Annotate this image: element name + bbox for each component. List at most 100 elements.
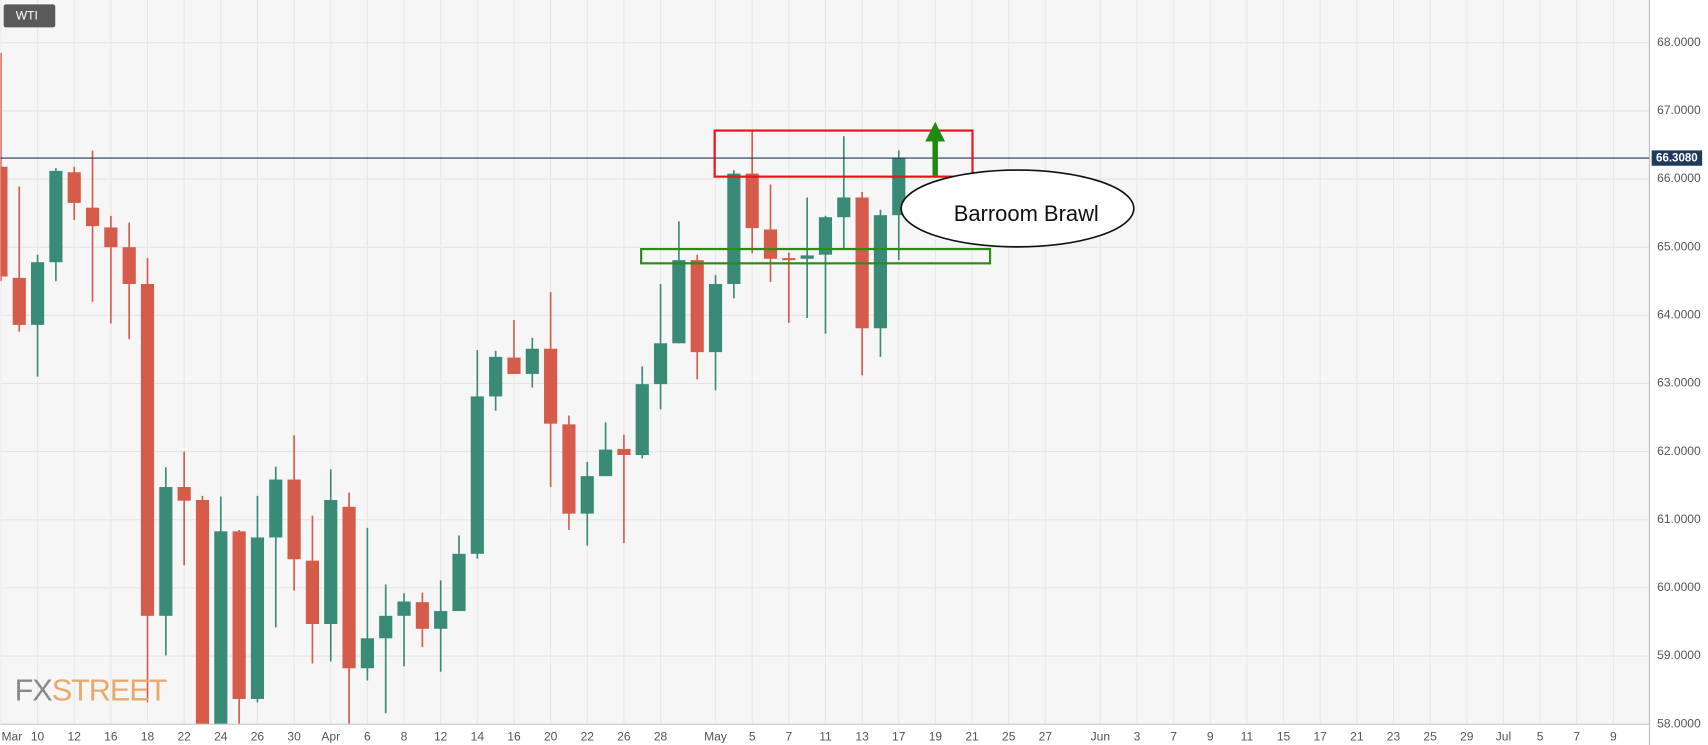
x-tick-label: 12 [434,730,448,744]
candle-body [782,258,796,261]
candle-body [873,215,888,329]
candle-body [12,277,26,325]
y-tick-label: 64.0000 [1657,308,1701,322]
x-tick-label: 23 [1387,730,1401,744]
candle-body [763,229,778,259]
candle-body [269,479,283,538]
brand-fx: FX [15,672,53,707]
x-tick-label: 17 [1313,730,1327,744]
x-tick-label: 11 [1241,730,1254,744]
candle-body [342,506,356,669]
candle-body [562,424,576,514]
candle-body [360,638,374,669]
x-tick-label: Mar [1,730,22,744]
candle-body [672,260,686,344]
price-tag-label: 66.3080 [1656,153,1698,165]
candle-body [580,476,594,514]
y-tick-label: 63.0000 [1657,376,1701,390]
x-tick-label: 5 [1537,730,1544,744]
candles [0,53,1650,725]
candle-body [250,537,265,699]
candle-body [818,217,833,255]
candle-body [122,247,136,284]
x-tick-label: Jul [1496,730,1511,744]
y-tick-label: 62.0000 [1657,444,1701,458]
candle-body [434,611,448,629]
annotation-ellipse [900,169,1135,248]
x-tick-label: 9 [1207,730,1214,744]
price-tag [1651,150,1703,166]
y-tick-label: 61.0000 [1657,512,1701,526]
x-tick-label: 29 [1460,730,1474,744]
x-tick-label: 17 [892,730,906,744]
candle-body [727,173,741,284]
x-tick-label: 22 [177,730,191,744]
x-tick-label: 27 [1039,730,1053,744]
candle-body [379,615,393,639]
x-tick-label: 11 [819,730,832,744]
candle-body [745,173,759,229]
candle-body [690,260,704,353]
x-tick-label: 14 [471,730,485,744]
x-tick-label: 30 [287,730,301,744]
candle-body [892,157,906,216]
x-tick-label: 24 [214,730,228,744]
y-tick-label: 68.0000 [1657,35,1701,49]
x-tick-label: 15 [1277,730,1291,744]
x-tick-label: Jun [1091,730,1110,744]
x-tick-label: 7 [1573,730,1580,744]
x-tick-label: 25 [1423,730,1437,744]
candle-body [85,207,100,227]
candle-body [104,227,118,248]
candle-body [800,255,814,259]
x-tick-label: 16 [104,730,118,744]
axis-labels: 58.0000 59.0000 60.0000 61.0000 62.0000 63.00… [1,35,1703,744]
x-tick-label: May [704,730,727,744]
x-tick-label: 25 [1002,730,1016,744]
y-tick-label: 60.0000 [1657,580,1701,594]
x-tick-label: 13 [855,730,869,744]
candle-body [415,602,429,629]
x-tick-label: 26 [251,730,265,744]
x-tick-label: 12 [68,730,82,744]
x-tick-label: 21 [1350,730,1364,744]
arrow-head [925,121,946,142]
brand-street: STREET [52,672,168,707]
y-tick-label: 67.0000 [1657,103,1701,117]
candle-body [0,166,8,277]
x-tick-label: 10 [31,730,45,744]
candle-body [617,448,631,456]
x-tick-label: 21 [965,730,979,744]
candle-body [525,348,539,374]
x-tick-label: Apr [321,730,340,744]
x-tick-label: 5 [749,730,756,744]
candle-body [232,531,246,699]
y-tick-label: 66.0000 [1657,171,1701,185]
x-tick-label: 3 [1134,730,1141,744]
x-tick-label: 26 [617,730,631,744]
x-tick-label: 19 [929,730,943,744]
candle-body [214,531,228,725]
x-tick-label: 7 [1170,730,1177,744]
candle-body [397,601,411,616]
candle-body [324,499,338,624]
candle-body [489,356,503,397]
candle-body [599,449,613,477]
x-tick-label: 6 [364,730,371,744]
x-tick-label: 22 [581,730,595,744]
candle-body [159,487,173,616]
candle-body [837,197,851,218]
candle-body [287,479,301,560]
candle-body [452,553,466,612]
candle-body [507,357,521,374]
candle-body [195,499,210,725]
title-badge [3,4,56,28]
annotation-text: Barroom Brawl [954,201,1099,226]
candle-body [635,384,649,456]
candle-body [544,348,558,424]
x-tick-label: 20 [544,730,558,744]
x-tick-label: 28 [654,730,668,744]
candle-body [708,283,723,353]
x-tick-label: 7 [785,730,792,744]
candle-body [470,396,484,554]
